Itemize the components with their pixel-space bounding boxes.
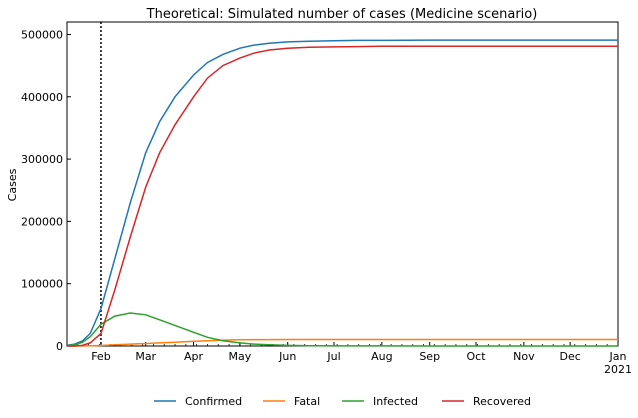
y-tick-label: 0 (56, 340, 63, 353)
series-line-confirmed (66, 39, 618, 347)
x-year-label: 2021 (604, 363, 632, 376)
plot-frame (66, 21, 619, 347)
legend-label-infected: Infected (373, 395, 418, 408)
x-tick-label: May (228, 350, 251, 363)
plot-area: 0 100000 200000 300000 400000 500000 Feb Mar Apr… (21, 21, 632, 376)
x-tick-label: Apr (184, 350, 204, 363)
x-tick-label: Dec (560, 350, 581, 363)
y-tick-label: 100000 (21, 278, 63, 291)
legend-label-recovered: Recovered (473, 395, 531, 408)
x-tick-label: Jul (326, 350, 340, 363)
y-tick-label: 300000 (21, 153, 63, 166)
x-tick-label: Feb (91, 350, 110, 363)
y-axis-label: Cases (6, 168, 19, 201)
x-tick-label: Sep (419, 350, 440, 363)
y-tick-label: 500000 (21, 28, 63, 41)
x-tick-label: Nov (513, 350, 535, 363)
legend-label-confirmed: Confirmed (185, 395, 242, 408)
x-tick-label: Jan (609, 350, 627, 363)
series-line-recovered (67, 45, 618, 347)
x-tick-label: Mar (135, 350, 156, 363)
x-tick-label: Oct (466, 350, 486, 363)
x-tick-label: Jun (278, 350, 296, 363)
series-line-fatal (67, 338, 618, 347)
x-tick-label: Aug (371, 350, 392, 363)
legend-label-fatal: Fatal (294, 395, 320, 408)
chart-title: Theoretical: Simulated number of cases (… (146, 7, 538, 22)
y-tick-label: 400000 (21, 91, 63, 104)
legend: Confirmed Fatal Infected Recovered (154, 395, 531, 408)
series-line-infected (66, 312, 618, 347)
y-tick-label: 200000 (21, 215, 63, 228)
